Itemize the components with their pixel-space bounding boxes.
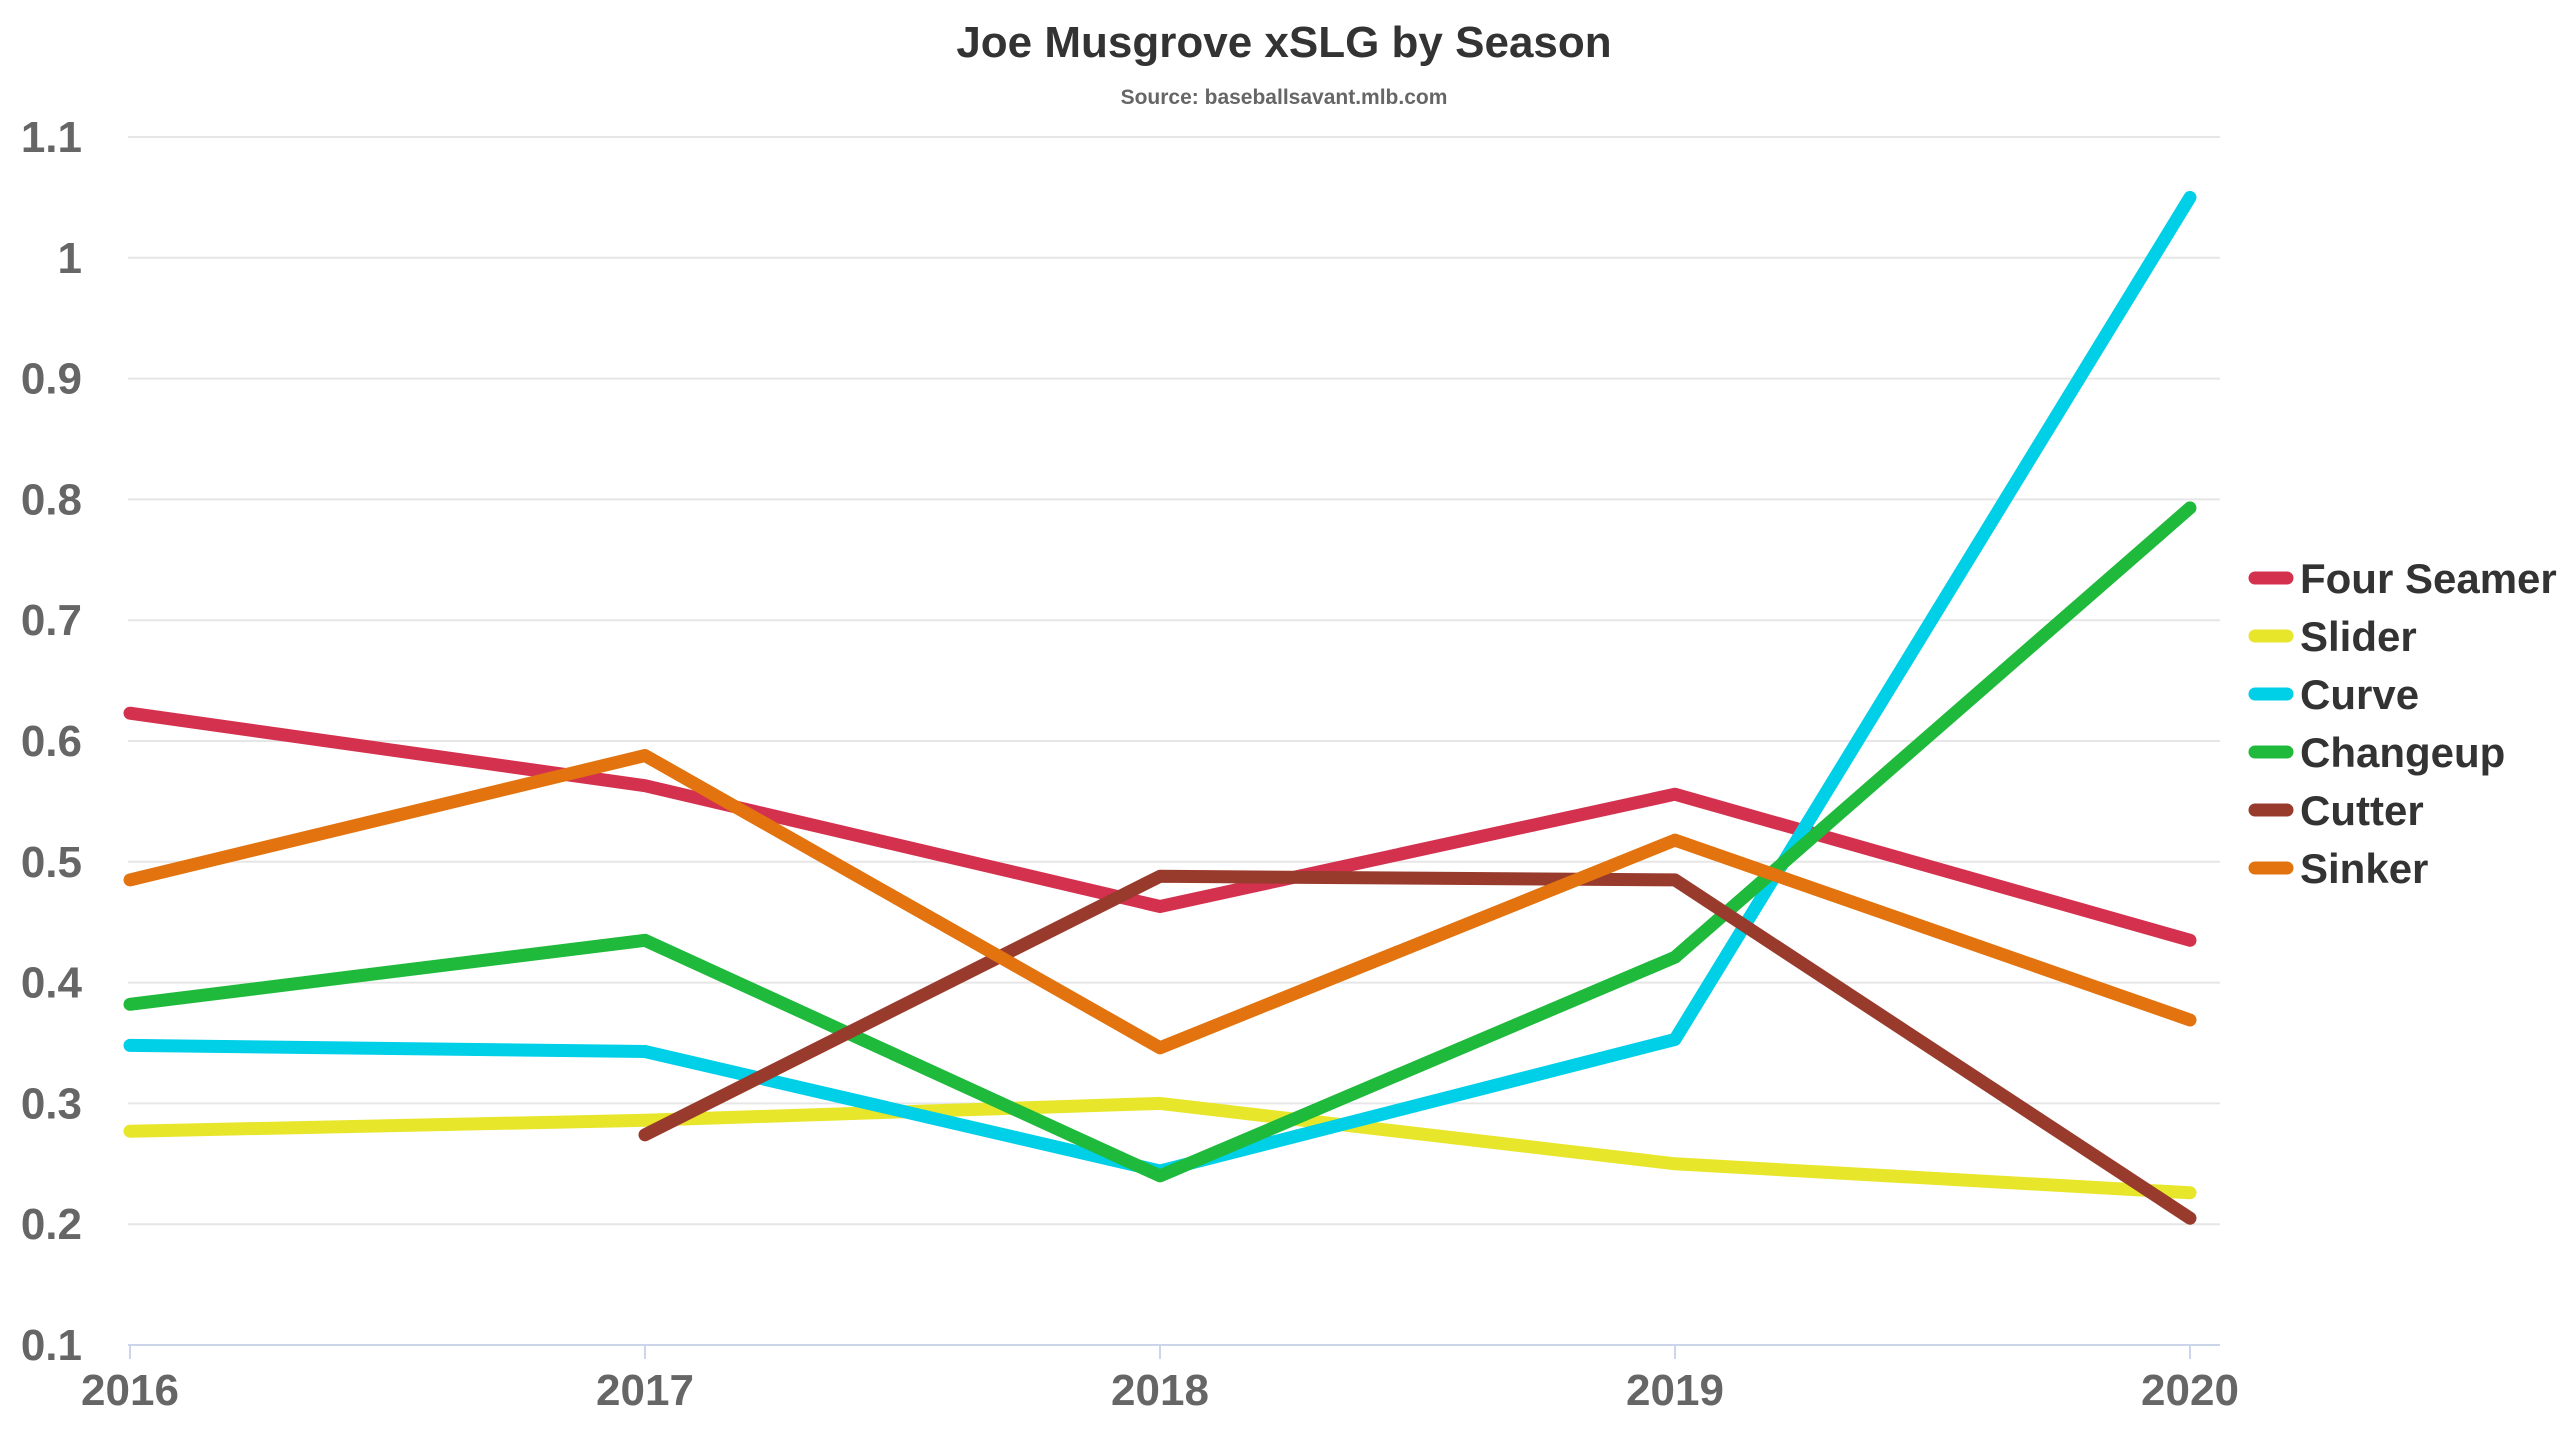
legend-item-sinker[interactable]: Sinker [2248, 845, 2428, 892]
chart-subtitle: Source: baseballsavant.mlb.com [1121, 86, 1448, 109]
y-tick-label: 0.2 [21, 1200, 82, 1249]
y-tick-label: 1.1 [21, 113, 82, 162]
legend-item-four-seamer[interactable]: Four Seamer [2248, 555, 2557, 602]
axes: 0.1 0.2 0.3 0.4 0.5 0.6 0.7 0.8 0.9 1 1.1 2016 2017 2… [21, 113, 2239, 1415]
x-tick-label: 2018 [1111, 1366, 1209, 1415]
series-line-changeup [123, 501, 2197, 1183]
series-line-cutter [638, 869, 2197, 1225]
y-tick-label: 1 [58, 234, 82, 283]
x-tick-label: 2020 [2141, 1366, 2239, 1415]
gridlines [128, 136, 2220, 1226]
y-tick-label: 0.5 [21, 838, 82, 887]
y-tick-label: 0.9 [21, 355, 82, 404]
legend-item-slider[interactable]: Slider [2248, 613, 2417, 660]
series-line-curve [123, 190, 2197, 1178]
y-tick-label: 0.4 [21, 959, 83, 1008]
legend-label: Curve [2300, 671, 2419, 718]
y-tick-label: 0.3 [21, 1079, 82, 1128]
legend-label: Four Seamer [2300, 555, 2557, 602]
x-tick-label: 2016 [81, 1366, 179, 1415]
legend-label: Sinker [2300, 845, 2428, 892]
legend-label: Cutter [2300, 787, 2424, 834]
series-line-sinker [123, 749, 2197, 1055]
legend-item-curve[interactable]: Curve [2248, 671, 2419, 718]
legend-item-changeup[interactable]: Changeup [2248, 729, 2505, 776]
x-tick-label: 2019 [1626, 1366, 1724, 1415]
x-tick-label: 2017 [596, 1366, 694, 1415]
y-tick-label: 0.7 [21, 596, 82, 645]
chart-title: Joe Musgrove xSLG by Season [956, 18, 1611, 67]
y-tick-label: 0.8 [21, 475, 82, 524]
series-line-slider [123, 1096, 2197, 1200]
series-line-four-seamer [123, 706, 2197, 947]
legend-label: Changeup [2300, 729, 2505, 776]
series-lines [123, 190, 2197, 1225]
legend-item-cutter[interactable]: Cutter [2248, 787, 2424, 834]
y-tick-label: 0.6 [21, 717, 82, 766]
y-tick-label: 0.1 [21, 1321, 82, 1370]
legend[interactable]: Four Seamer Slider Curve Changeup Cutter Sink… [2248, 555, 2557, 892]
legend-label: Slider [2300, 613, 2417, 660]
